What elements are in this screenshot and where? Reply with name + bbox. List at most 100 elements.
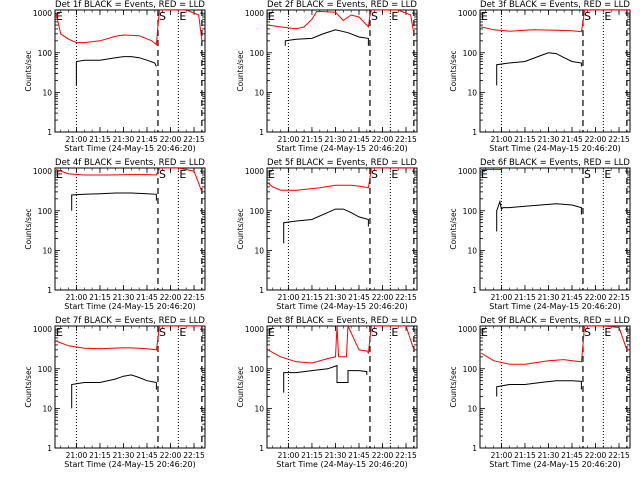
lld-series-line	[55, 168, 203, 193]
events-series-line	[283, 208, 369, 244]
marker-S: S	[584, 168, 591, 181]
y-tick-label: 100	[463, 365, 478, 374]
x-tick-label: 21:30	[113, 293, 135, 302]
lld-series-line	[55, 10, 203, 46]
x-tick-label: 22:00	[372, 451, 394, 460]
y-tick-label: 100	[250, 365, 265, 374]
panel-title: Det 6f BLACK = Events, RED = LLD	[480, 158, 630, 168]
x-tick-label: 21:00	[278, 293, 300, 302]
y-tick-label: 100	[38, 365, 53, 374]
x-tick-label: 21:00	[278, 135, 300, 144]
x-tick-label: 21:15	[514, 135, 536, 144]
x-axis-label: Start Time (24-May-15 20:46:20)	[64, 460, 195, 469]
marker-E-start: E	[56, 326, 63, 339]
y-axis-label: Counts/sec	[236, 208, 245, 249]
y-axis-label: Counts/sec	[236, 366, 245, 407]
marker-E-start: E	[56, 168, 63, 181]
marker-E-start: E	[268, 168, 275, 181]
panel-title: Det 5f BLACK = Events, RED = LLD	[267, 158, 417, 168]
marker-E: E	[391, 168, 398, 181]
x-tick-label: 22:15	[395, 293, 417, 302]
y-tick-label: 1	[472, 128, 477, 137]
events-series-line	[496, 199, 582, 232]
x-tick-label: 21:30	[325, 135, 347, 144]
x-tick-label: 21:00	[278, 451, 300, 460]
plot-frame	[479, 325, 631, 449]
x-tick-label: 21:30	[538, 135, 560, 144]
y-tick-label: 100	[463, 49, 478, 58]
marker-E-start: E	[481, 326, 488, 339]
marker-E-start: E	[268, 326, 275, 339]
x-tick-label: 22:00	[372, 293, 394, 302]
y-tick-label: 10	[254, 246, 264, 255]
x-tick-label: 22:00	[160, 135, 182, 144]
series-group	[480, 326, 628, 397]
marker-S: S	[584, 326, 591, 339]
x-tick-label: 21:45	[561, 293, 583, 302]
y-tick-label: 10	[467, 88, 477, 97]
detector-panel-9: Det 9f BLACK = Events, RED = LLD 1 10 100 10…	[449, 316, 631, 469]
detector-panel-7: Det 7f BLACK = Events, RED = LLD 1 10 100 10…	[24, 316, 206, 469]
series-group	[480, 10, 630, 86]
x-tick-label: 22:00	[585, 293, 607, 302]
panel-title: Det 7f BLACK = Events, RED = LLD	[55, 316, 205, 326]
lld-series-line	[267, 10, 415, 34]
x-tick-label: 21:00	[491, 451, 513, 460]
y-tick-label: 100	[38, 207, 53, 216]
y-tick-label: 1	[472, 444, 477, 453]
x-tick-label: 22:15	[183, 293, 205, 302]
events-series-line	[283, 364, 368, 393]
lld-series-line	[267, 326, 415, 364]
x-tick-label: 22:15	[395, 451, 417, 460]
y-tick-label: 1000	[458, 167, 477, 176]
x-tick-label: 22:15	[183, 135, 205, 144]
marker-E-start: E	[268, 10, 275, 23]
plot-frame	[479, 9, 631, 133]
detector-panel-5: Det 5f BLACK = Events, RED = LLD 1 10 100 10…	[236, 158, 418, 311]
x-tick-label: 21:00	[66, 293, 88, 302]
y-tick-label: 10	[254, 404, 264, 413]
plot-frame	[266, 9, 418, 133]
y-tick-label: 1	[472, 286, 477, 295]
lld-series-line	[55, 326, 202, 351]
x-tick-label: 21:15	[89, 451, 111, 460]
detector-panel-1: Det 1f BLACK = Events, RED = LLD 1 10 100 10…	[24, 0, 206, 153]
panel-title: Det 8f BLACK = Events, RED = LLD	[267, 316, 417, 326]
detector-panel-2: Det 2f BLACK = Events, RED = LLD 1 10 100 10…	[236, 0, 418, 153]
x-tick-label: 22:00	[160, 293, 182, 302]
x-tick-label: 21:15	[514, 451, 536, 460]
y-tick-label: 10	[467, 404, 477, 413]
x-tick-label: 21:30	[538, 451, 560, 460]
panel-title: Det 4f BLACK = Events, RED = LLD	[55, 158, 205, 168]
events-series-line	[284, 29, 369, 46]
y-tick-label: 10	[254, 88, 264, 97]
marker-E: E	[391, 10, 398, 23]
x-tick-label: 21:15	[301, 293, 323, 302]
y-tick-label: 1000	[245, 325, 264, 334]
y-axis-label: Counts/sec	[236, 50, 245, 91]
x-axis-label: Start Time (24-May-15 20:46:20)	[64, 302, 195, 311]
x-tick-label: 22:00	[585, 135, 607, 144]
panel-title: Det 2f BLACK = Events, RED = LLD	[267, 0, 417, 10]
x-tick-label: 21:30	[325, 451, 347, 460]
y-axis-label: Counts/sec	[449, 208, 458, 249]
x-axis-label: Start Time (24-May-15 20:46:20)	[489, 144, 620, 153]
y-axis-label: Counts/sec	[24, 366, 33, 407]
y-axis-label: Counts/sec	[449, 366, 458, 407]
lld-series-line	[480, 10, 630, 33]
detector-panel-8: Det 8f BLACK = Events, RED = LLD 1 10 100 10…	[236, 316, 418, 469]
series-group	[267, 326, 415, 393]
x-tick-label: 21:45	[561, 135, 583, 144]
marker-E-start: E	[481, 10, 488, 23]
panel-title: Det 1f BLACK = Events, RED = LLD	[55, 0, 205, 10]
x-tick-label: 21:45	[561, 451, 583, 460]
y-tick-label: 1	[259, 444, 264, 453]
x-tick-label: 22:00	[372, 135, 394, 144]
y-tick-label: 1	[259, 128, 264, 137]
x-tick-label: 21:00	[491, 135, 513, 144]
x-tick-label: 21:30	[113, 451, 135, 460]
x-tick-label: 22:15	[395, 135, 417, 144]
plot-frame	[266, 325, 418, 449]
y-axis-label: Counts/sec	[24, 208, 33, 249]
